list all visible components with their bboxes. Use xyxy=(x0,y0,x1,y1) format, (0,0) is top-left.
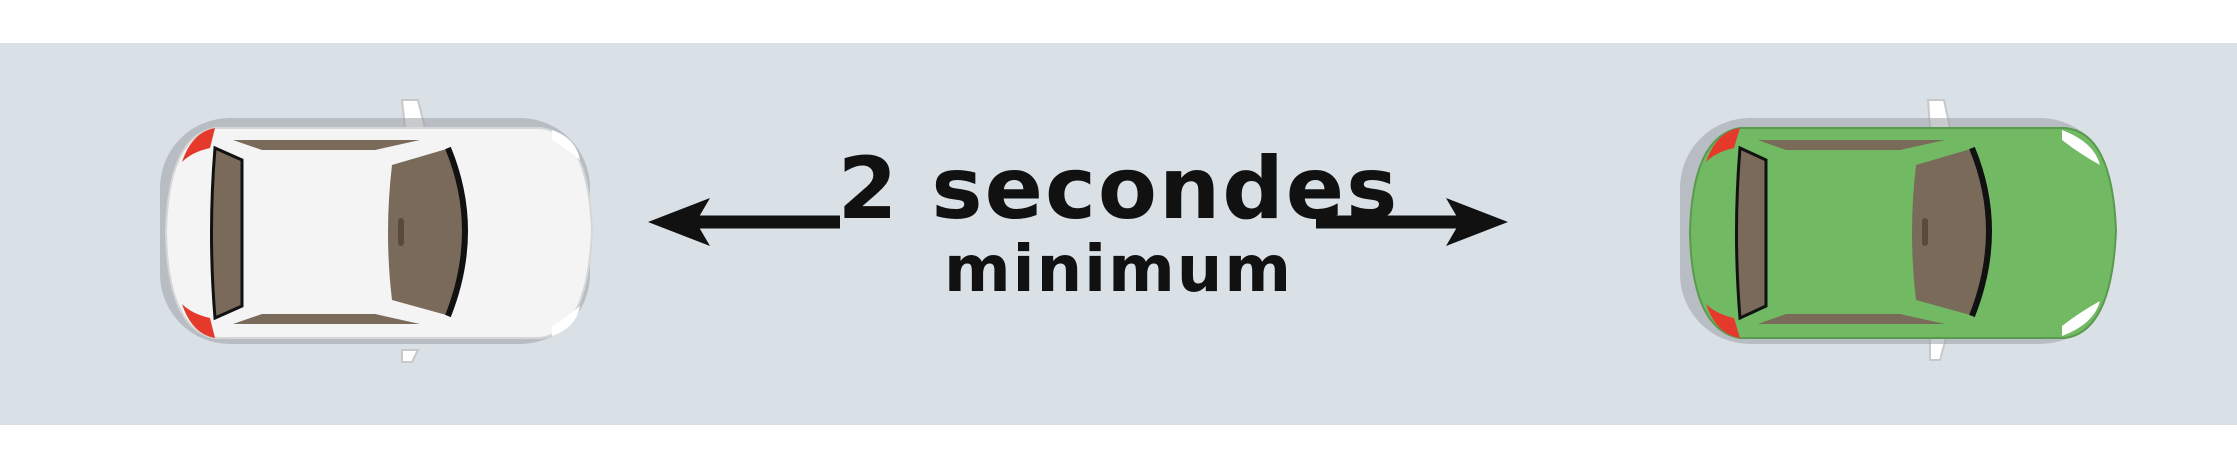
green-car-side-window-top xyxy=(1758,140,1945,150)
white-car-side-window-top xyxy=(233,140,420,150)
distance-label-line1: 2 secondes xyxy=(837,139,1400,239)
green-car-windshield xyxy=(1912,148,1988,316)
green-car-tail-light-bottom xyxy=(1706,304,1740,338)
green-car xyxy=(1680,99,2118,361)
white-car-side-window-bottom xyxy=(233,314,420,324)
white-car-tail-light-bottom xyxy=(182,304,215,338)
green-car-tail-light-top xyxy=(1706,128,1740,162)
white-car-windshield xyxy=(388,148,464,316)
arrow-right-head xyxy=(1446,198,1508,246)
white-car-rear-window xyxy=(210,145,244,321)
arrow-left-head xyxy=(648,198,710,246)
white-car xyxy=(160,99,594,363)
white-car-tail-light-top xyxy=(182,128,215,162)
white-car-mirror-bottom xyxy=(401,349,420,363)
white-car-body xyxy=(164,127,594,339)
arrow-right xyxy=(1316,198,1508,246)
green-car-side-window-bottom xyxy=(1758,314,1945,324)
green-car-rear-window xyxy=(1735,145,1768,321)
arrow-left xyxy=(648,198,840,246)
green-car-body xyxy=(1688,127,2118,339)
distance-label-line2: minimum xyxy=(943,233,1294,307)
